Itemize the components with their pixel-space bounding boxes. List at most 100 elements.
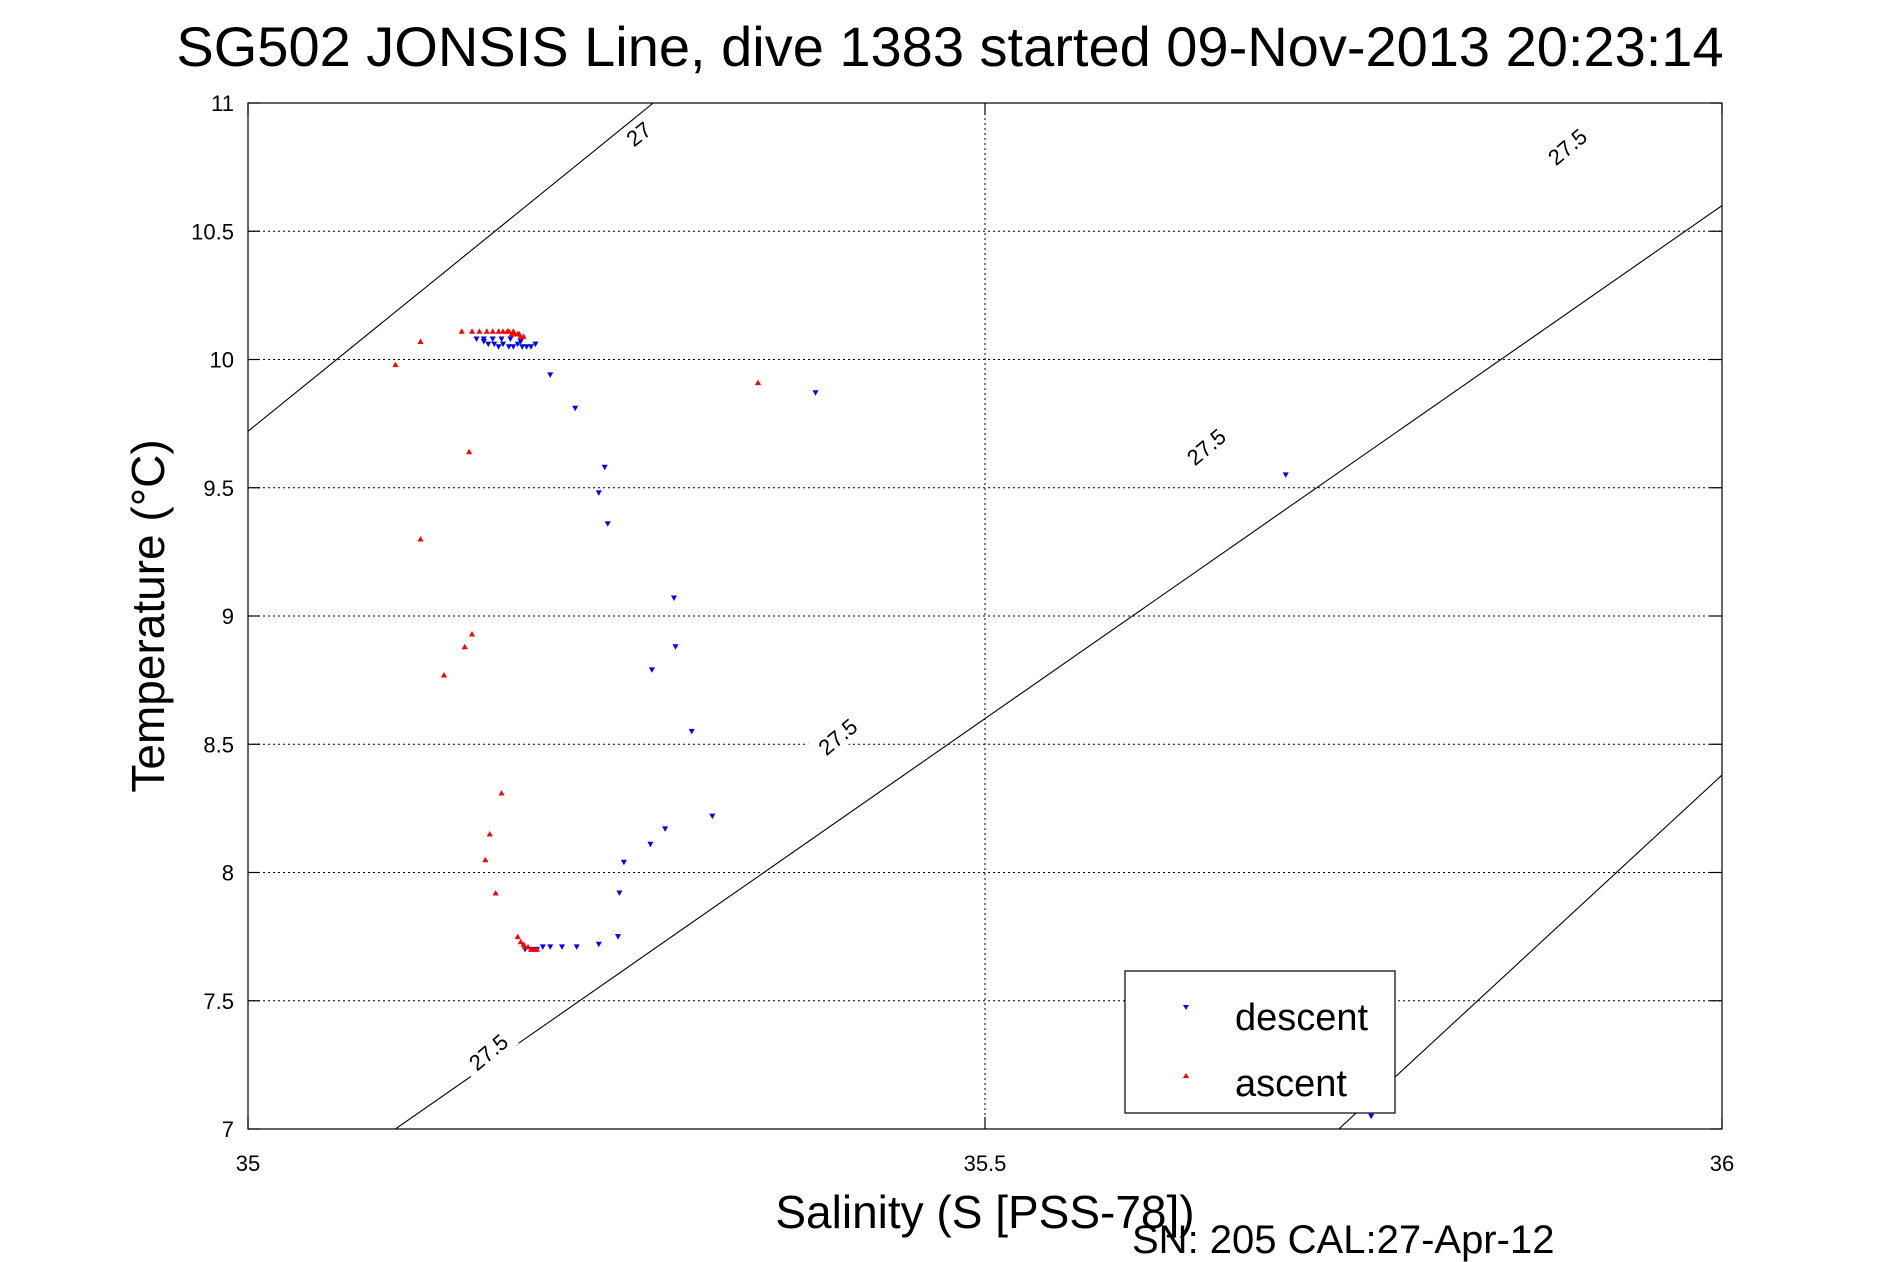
descent-point bbox=[573, 944, 580, 950]
density-contour-label-bg bbox=[617, 113, 660, 155]
descent-point bbox=[519, 344, 526, 350]
ascent-point bbox=[482, 856, 489, 863]
descent-point bbox=[514, 341, 521, 348]
legend-ascent-label: ascent bbox=[1235, 1063, 1347, 1105]
descent-point bbox=[604, 521, 611, 527]
ascent-point bbox=[533, 946, 540, 952]
ascent-point bbox=[461, 643, 468, 650]
descent-point bbox=[491, 341, 498, 348]
data-points bbox=[392, 328, 1375, 1120]
ascent-point bbox=[483, 328, 490, 334]
ascent-point bbox=[517, 938, 524, 945]
ascent-point bbox=[500, 328, 506, 334]
legend-box bbox=[1124, 970, 1396, 1114]
ascent-point bbox=[466, 448, 473, 455]
axis-ticks: 35 35.5 36 7 7.5 8 8.5 9 9.5 10 10.5 11 bbox=[191, 91, 1734, 1176]
y-tick-label: 9 bbox=[222, 604, 234, 629]
ascent-point bbox=[486, 831, 493, 837]
descent-point bbox=[500, 341, 506, 348]
y-tick-label: 8 bbox=[222, 861, 234, 886]
y-tick-label: 7.5 bbox=[203, 989, 234, 1014]
ascent-point bbox=[469, 328, 475, 334]
ascent-point bbox=[495, 328, 502, 334]
descent-point bbox=[505, 344, 512, 350]
grid-lines bbox=[248, 103, 1722, 1129]
descent-point bbox=[812, 390, 819, 396]
descent-point bbox=[547, 372, 554, 378]
descent-point bbox=[615, 934, 621, 940]
ascent-point bbox=[392, 361, 399, 368]
ascent-point bbox=[458, 328, 465, 334]
descent-point bbox=[595, 941, 602, 948]
descent-point bbox=[547, 944, 554, 950]
descent-point bbox=[480, 336, 487, 342]
ascent-point bbox=[489, 328, 496, 334]
descent-point bbox=[539, 944, 546, 950]
descent-point bbox=[672, 644, 679, 650]
ascent-point bbox=[498, 790, 505, 796]
legend-descent-marker bbox=[1183, 1005, 1189, 1010]
chart-title: SG502 JONSIS Line, dive 1383 started 09-… bbox=[176, 15, 1723, 78]
ascent-point bbox=[514, 933, 521, 940]
density-contour-line bbox=[248, 103, 654, 432]
y-tick-label: 9.5 bbox=[203, 476, 234, 501]
ascent-point bbox=[516, 330, 523, 337]
legend-descent-label: descent bbox=[1235, 997, 1369, 1039]
density-contour-label-bg bbox=[1175, 418, 1237, 476]
ascent-point bbox=[441, 672, 447, 678]
y-tick-label: 10 bbox=[210, 348, 234, 373]
descent-point bbox=[559, 944, 565, 950]
x-axis-label: Salinity (S [PSS-78]) bbox=[775, 1186, 1194, 1238]
density-contour-label-bg bbox=[1536, 118, 1598, 176]
descent-point bbox=[507, 336, 514, 342]
density-contour-line bbox=[1338, 774, 1722, 1129]
descent-point bbox=[517, 339, 524, 345]
ascent-point bbox=[520, 333, 527, 339]
x-tick-label: 35 bbox=[236, 1151, 260, 1176]
ascent-point bbox=[417, 338, 424, 344]
legend: descent ascent bbox=[1124, 970, 1396, 1114]
descent-point bbox=[1282, 472, 1289, 478]
legend-ascent-marker bbox=[1183, 1073, 1189, 1078]
descent-point bbox=[688, 728, 695, 735]
density-contour-label-bg bbox=[807, 708, 869, 766]
ascent-point bbox=[492, 890, 499, 896]
x-tick-label: 36 bbox=[1710, 1151, 1734, 1176]
descent-point bbox=[572, 405, 579, 412]
footer-serial-calibration: SN: 205 CAL:27-Apr-12 bbox=[1132, 1218, 1554, 1262]
descent-point bbox=[709, 813, 716, 820]
descent-point bbox=[648, 667, 655, 673]
descent-point bbox=[662, 826, 669, 832]
descent-point bbox=[528, 344, 534, 350]
ascent-point bbox=[525, 943, 532, 950]
descent-point bbox=[532, 341, 539, 348]
descent-point bbox=[498, 336, 505, 342]
descent-point bbox=[523, 344, 530, 350]
descent-point bbox=[671, 595, 677, 601]
density-contour-line bbox=[395, 204, 1722, 1129]
y-axis-label: Temperature (°C) bbox=[122, 439, 174, 792]
descent-point bbox=[595, 490, 602, 496]
y-tick-label: 7 bbox=[222, 1117, 234, 1142]
descent-point bbox=[495, 344, 502, 350]
ascent-point bbox=[505, 328, 512, 334]
descent-point bbox=[620, 859, 627, 866]
descent-point bbox=[485, 341, 492, 348]
ascent-point bbox=[469, 631, 475, 637]
ascent-point bbox=[476, 328, 483, 334]
ascent-point bbox=[755, 379, 761, 386]
density-contours bbox=[248, 103, 1722, 1129]
descent-point bbox=[1368, 1113, 1375, 1120]
y-tick-label: 11 bbox=[211, 91, 234, 116]
descent-point bbox=[489, 336, 496, 342]
y-tick-label: 8.5 bbox=[203, 732, 234, 757]
density-contour-label-bg bbox=[457, 1023, 519, 1081]
ascent-point bbox=[417, 536, 424, 542]
x-tick-label: 35.5 bbox=[964, 1151, 1007, 1176]
ascent-point bbox=[510, 328, 517, 334]
descent-point bbox=[616, 890, 623, 896]
descent-point bbox=[473, 336, 480, 342]
descent-point bbox=[510, 344, 517, 350]
descent-point bbox=[647, 841, 654, 848]
